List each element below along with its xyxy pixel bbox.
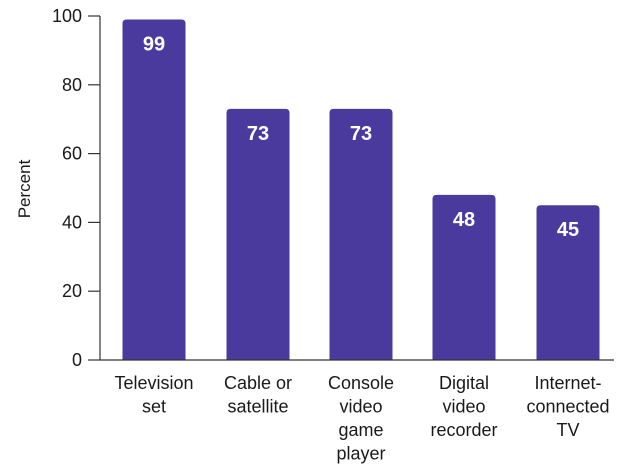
y-tick-label: 20 bbox=[62, 281, 82, 301]
data-label: 73 bbox=[247, 123, 269, 145]
bar bbox=[329, 108, 393, 360]
y-tick-label: 0 bbox=[72, 350, 82, 370]
y-tick-label: 40 bbox=[62, 212, 82, 232]
x-category-label: Console video game player bbox=[328, 373, 394, 464]
x-category-label: Internet-connected TV bbox=[526, 373, 609, 440]
y-tick-label: 60 bbox=[62, 144, 82, 164]
bar bbox=[536, 205, 600, 360]
bar bbox=[122, 19, 186, 360]
x-category-label: Television set bbox=[114, 373, 193, 417]
x-category-label: Cable or satellite bbox=[224, 373, 292, 417]
data-label: 45 bbox=[557, 219, 579, 241]
x-category-label: Digital video recorder bbox=[430, 373, 497, 440]
data-label: 48 bbox=[453, 209, 475, 231]
x-axis: Television set Cable or satellite Console vid… bbox=[100, 359, 614, 464]
y-axis: 0 20 40 60 80 100 bbox=[52, 6, 101, 370]
y-tick-label: 80 bbox=[62, 75, 82, 95]
bar bbox=[432, 194, 496, 360]
data-label: 73 bbox=[350, 123, 372, 145]
y-tick-label: 100 bbox=[52, 6, 82, 26]
bar bbox=[226, 108, 290, 360]
data-label: 99 bbox=[143, 33, 165, 55]
y-axis-label: Percent bbox=[15, 159, 34, 218]
bars: 99 73 73 48 45 bbox=[122, 19, 600, 360]
